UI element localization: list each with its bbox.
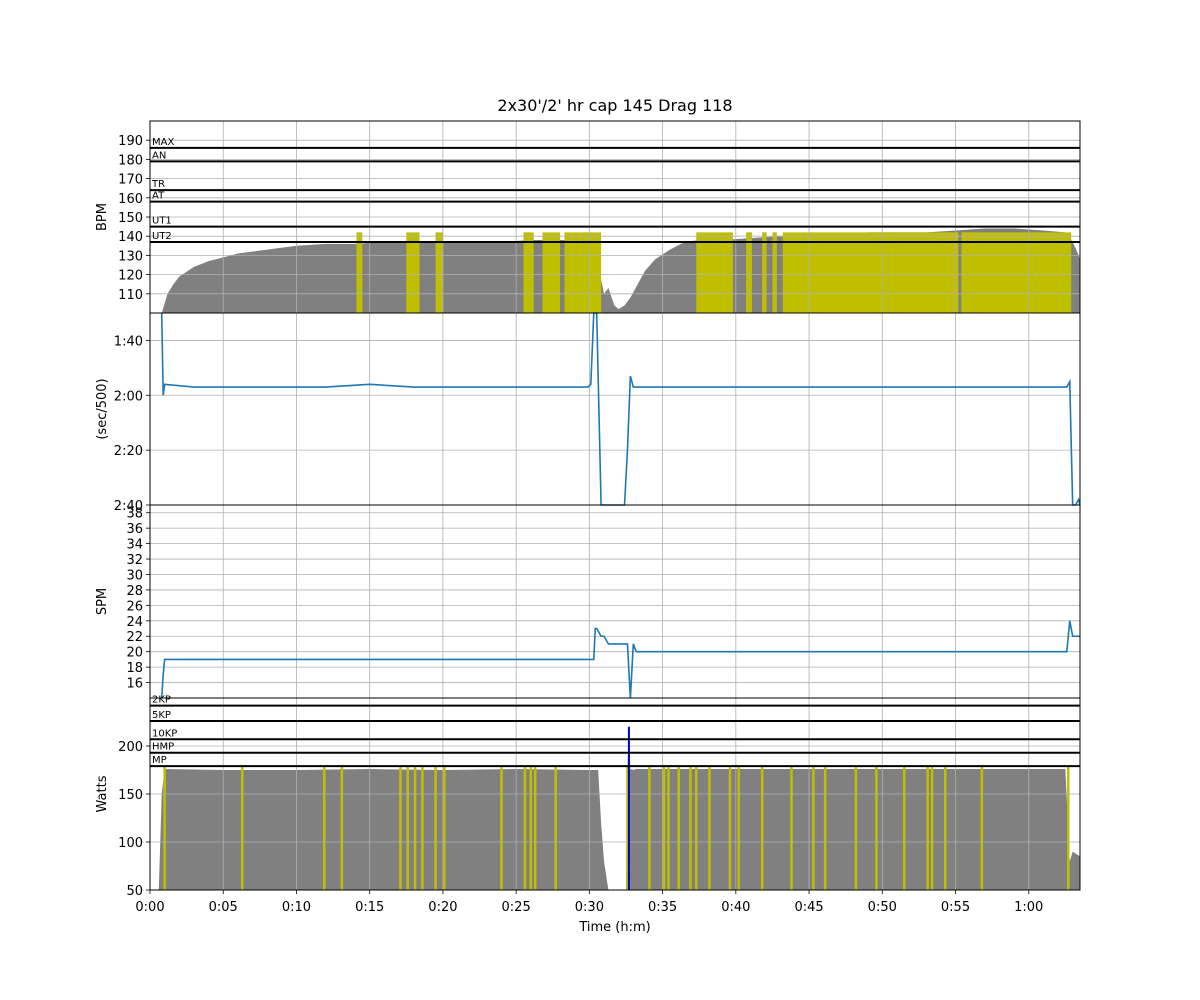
x-axis-label: Time (h:m)	[578, 920, 650, 935]
y-tick-label: 22	[126, 630, 143, 645]
y-axis-label: (sec/500)	[95, 378, 110, 439]
x-tick-label: 0:05	[209, 900, 238, 915]
zone-label: AT	[152, 191, 165, 202]
zone-label: TR	[151, 179, 165, 190]
x-tick-label: 0:55	[941, 900, 970, 915]
x-tick-label: 0:45	[794, 900, 823, 915]
x-tick-label: 0:50	[868, 900, 897, 915]
y-tick-label: 16	[126, 677, 143, 692]
panel-frame	[149, 312, 1081, 506]
y-axis-label: BPM	[95, 203, 110, 231]
hr-highlight-band	[762, 232, 767, 313]
y-tick-label: 26	[126, 599, 143, 614]
zone-label: UT2	[152, 231, 172, 242]
chart-title: 2x30'/2' hr cap 145 Drag 118	[497, 96, 732, 115]
x-tick-label: 0:30	[575, 900, 604, 915]
x-tick-label: 0:00	[135, 900, 164, 915]
hr-highlight-band	[772, 232, 777, 313]
y-tick-label: 140	[118, 230, 143, 245]
zone-label: 10KP	[152, 728, 177, 739]
x-tick-label: 1:00	[1014, 900, 1043, 915]
y-tick-label: 2:00	[114, 389, 143, 404]
hr-highlight-band	[961, 232, 1072, 313]
y-tick-label: 34	[126, 538, 143, 553]
x-tick-label: 0:35	[648, 900, 677, 915]
y-tick-label: 30	[126, 568, 143, 583]
y-tick-label: 50	[126, 884, 143, 899]
y-axis-label: SPM	[95, 588, 110, 615]
zone-label: UT1	[152, 216, 172, 227]
hr-highlight-band	[696, 232, 733, 313]
x-tick-label: 0:25	[502, 900, 531, 915]
zone-label: 2KP	[152, 695, 171, 706]
panel-frame	[149, 697, 1081, 891]
y-tick-label: 100	[118, 836, 143, 851]
x-tick-label: 0:10	[282, 900, 311, 915]
zone-label: MAX	[152, 137, 174, 148]
y-tick-label: 38	[126, 507, 143, 522]
y-tick-label: 18	[126, 661, 143, 676]
hr-highlight-band	[542, 232, 561, 313]
y-tick-label: 2:20	[114, 444, 143, 459]
hr-highlight-band	[356, 232, 363, 313]
y-tick-label: 24	[126, 615, 143, 630]
y-tick-label: 160	[118, 192, 143, 207]
hr-highlight-band	[782, 232, 959, 313]
y-tick-label: 150	[118, 211, 143, 226]
x-tick-label: 0:40	[721, 900, 750, 915]
hr-highlight-band	[406, 232, 420, 313]
y-tick-label: 20	[126, 646, 143, 661]
zone-label: HMP	[152, 742, 174, 753]
y-tick-label: 32	[126, 553, 143, 568]
y-tick-label: 150	[118, 788, 143, 803]
y-tick-label: 190	[118, 134, 143, 149]
y-tick-label: 200	[118, 740, 143, 755]
y-tick-label: 36	[126, 522, 143, 537]
y-tick-label: 120	[118, 269, 143, 284]
zone-label: MP	[152, 755, 167, 766]
y-tick-label: 130	[118, 249, 143, 264]
hr-highlight-band	[435, 232, 443, 313]
y-tick-label: 28	[126, 584, 143, 599]
y-tick-label: 170	[118, 173, 143, 188]
x-tick-label: 0:15	[355, 900, 384, 915]
hr-highlight-band	[746, 232, 752, 313]
y-tick-label: 2:40	[114, 499, 143, 514]
power-area	[158, 726, 1080, 890]
y-tick-label: 1:40	[114, 334, 143, 349]
zone-label: 5KP	[152, 710, 171, 721]
y-axis-label: Watts	[95, 775, 110, 812]
hr-highlight-band	[564, 232, 602, 313]
spm-line	[160, 620, 1080, 699]
y-tick-label: 180	[118, 153, 143, 168]
pace-line	[160, 312, 1081, 506]
y-tick-label: 110	[118, 288, 143, 303]
hr-highlight-band	[523, 232, 534, 313]
panel-frame	[149, 504, 1081, 699]
zone-label: AN	[152, 150, 166, 161]
x-tick-label: 0:20	[428, 900, 457, 915]
